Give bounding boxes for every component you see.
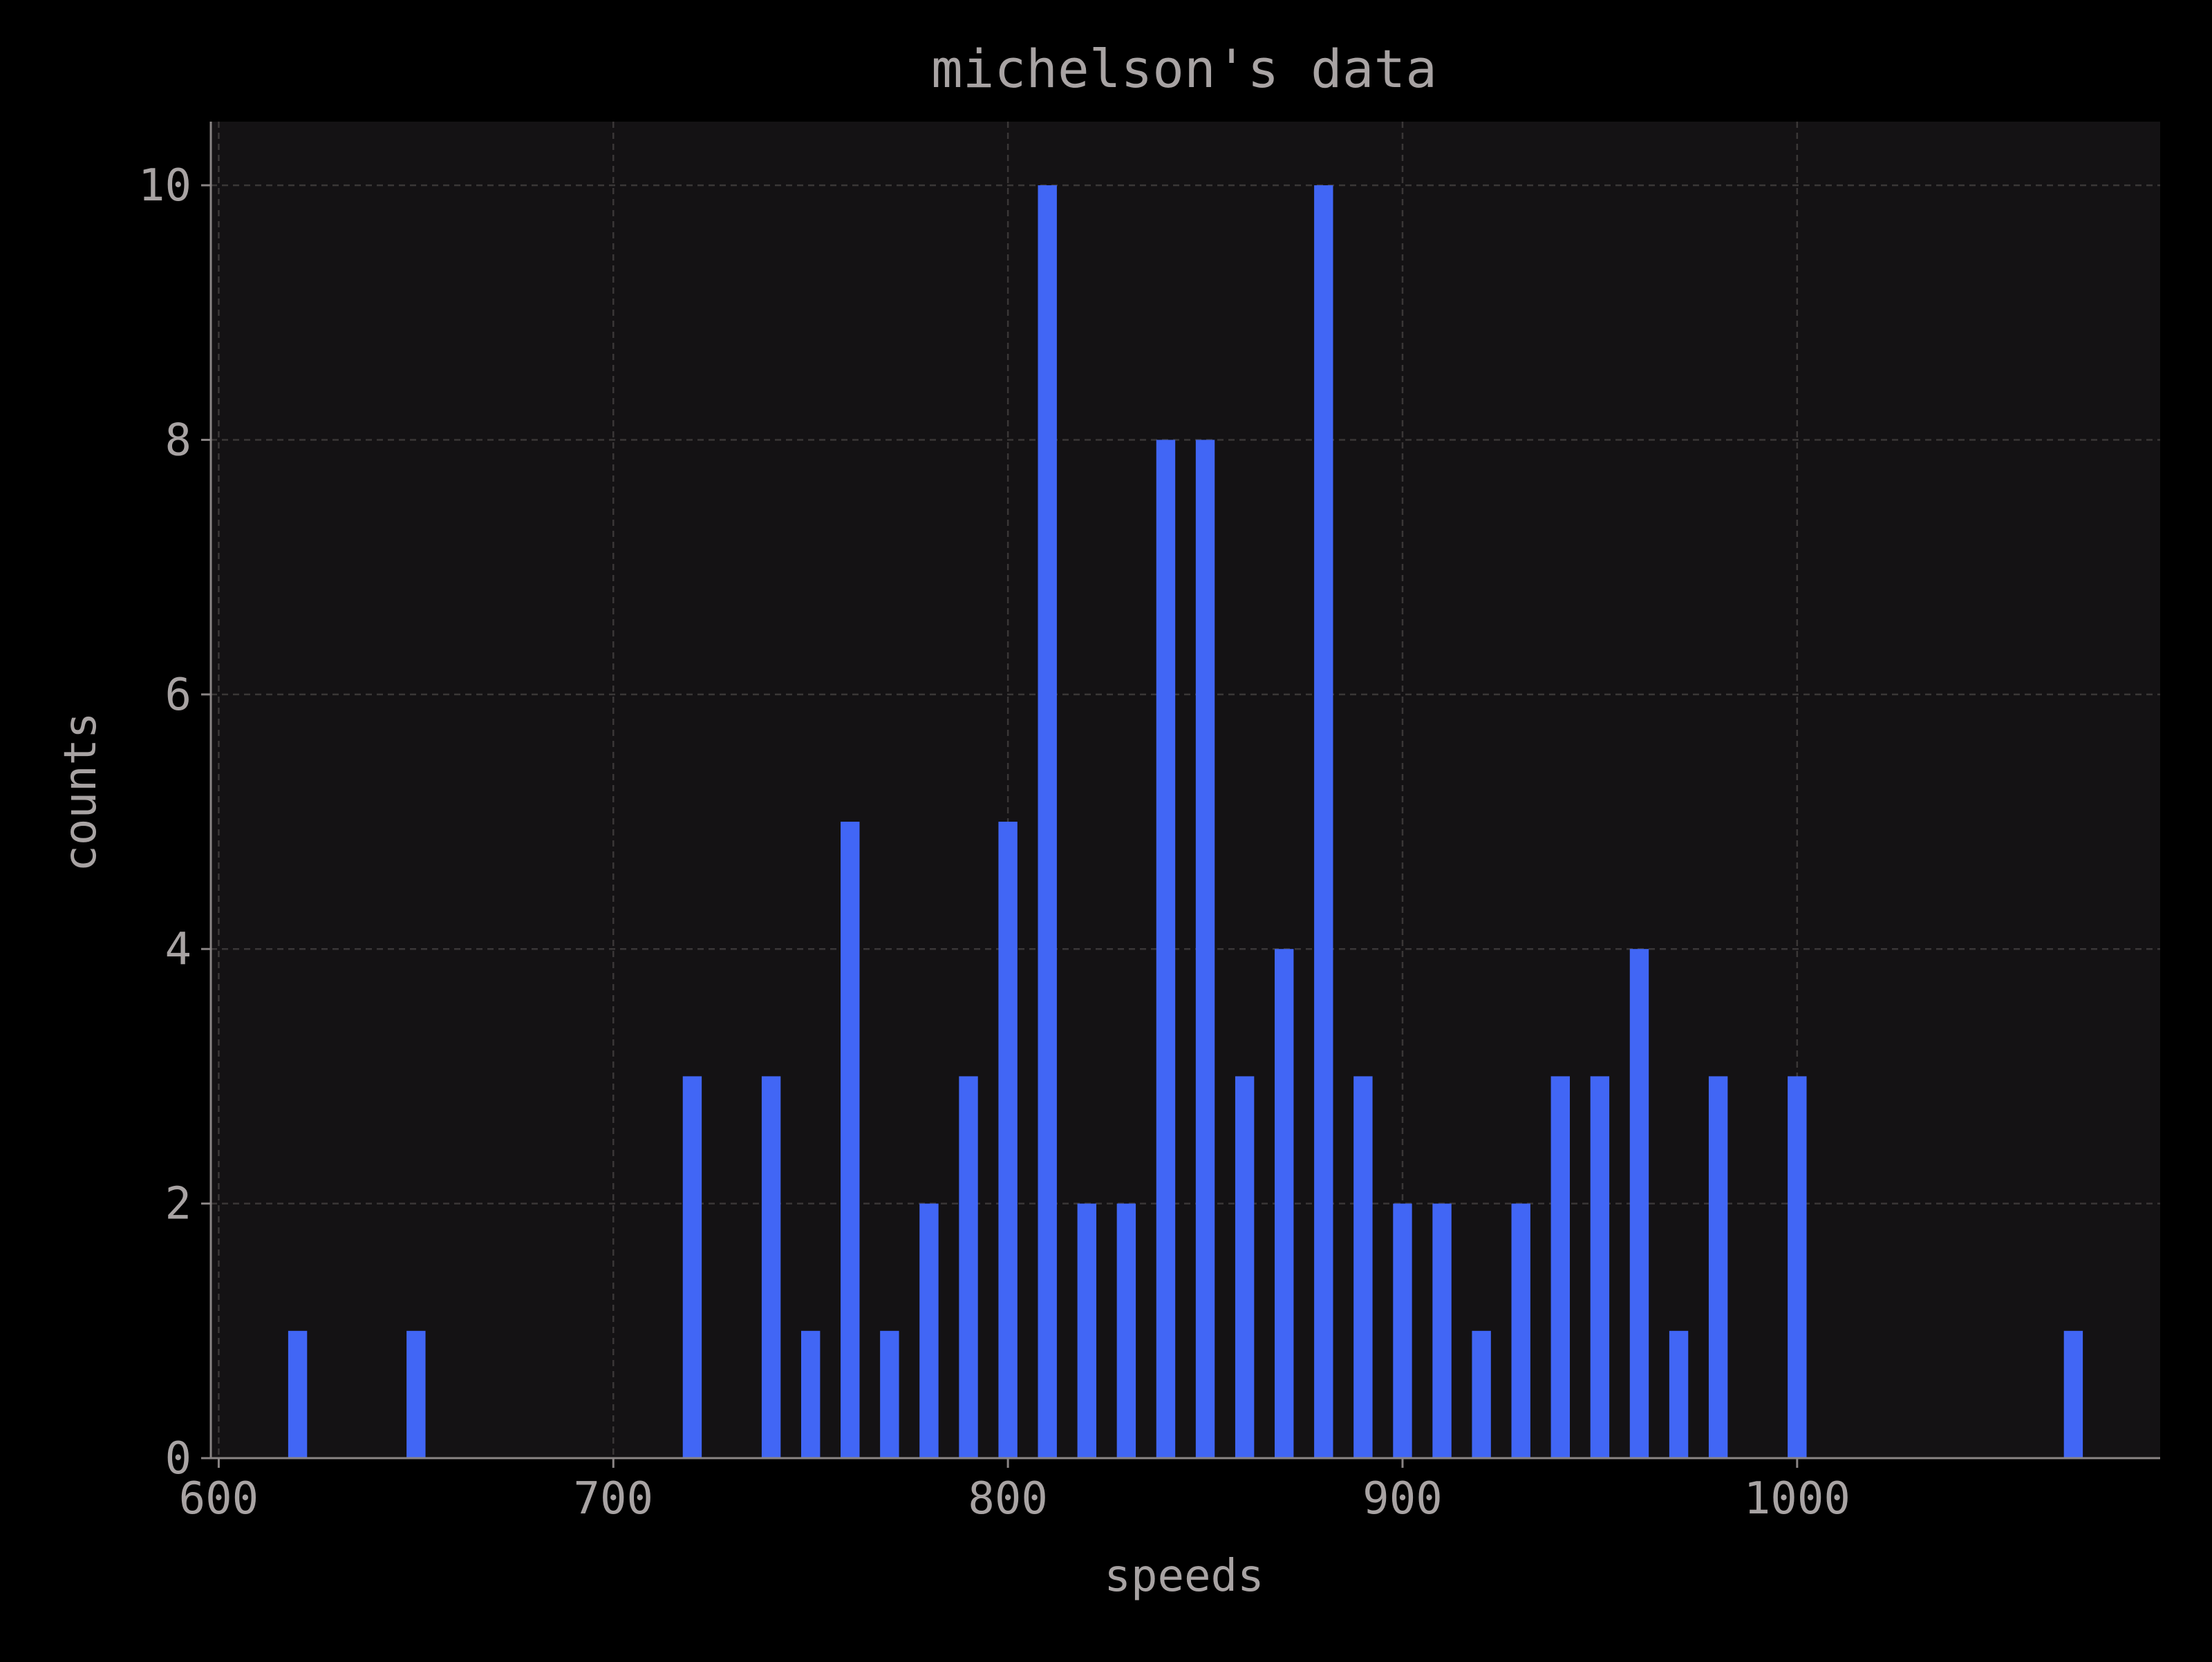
bar	[841, 822, 860, 1458]
bar	[1393, 1203, 1412, 1458]
y-tick-label: 0	[165, 1433, 191, 1484]
x-axis-label: speeds	[1104, 1551, 1264, 1602]
bar	[1708, 1076, 1728, 1458]
x-tick-label: 1000	[1744, 1473, 1850, 1524]
bar	[288, 1330, 308, 1458]
x-tick-label: 900	[1362, 1473, 1443, 1524]
bar	[1235, 1076, 1255, 1458]
bar	[800, 1330, 821, 1458]
y-tick-label: 10	[138, 160, 191, 211]
y-tick-label: 2	[165, 1179, 191, 1230]
bar	[2063, 1330, 2083, 1458]
plot-area-background	[211, 122, 2160, 1458]
bar	[1077, 1203, 1096, 1458]
bar	[406, 1330, 426, 1458]
tick-labels: 600 700 800 900 1000 0 2 4 6 8 10	[138, 160, 1850, 1524]
bar	[1353, 1076, 1373, 1458]
bar	[1511, 1203, 1530, 1458]
y-tick-label: 8	[165, 415, 191, 466]
bar	[682, 1076, 702, 1458]
x-tick-label: 600	[179, 1473, 259, 1524]
bar	[1788, 1076, 1807, 1458]
x-tick-label: 700	[573, 1473, 653, 1524]
bar	[1590, 1076, 1610, 1458]
bar	[919, 1203, 939, 1458]
bar	[1669, 1330, 1689, 1458]
bar	[1550, 1076, 1571, 1458]
bar	[761, 1076, 781, 1458]
y-tick-label: 6	[165, 670, 191, 721]
bar	[998, 822, 1018, 1458]
bar	[1275, 949, 1294, 1458]
bar	[1156, 440, 1176, 1458]
grid-lines	[211, 122, 2160, 1458]
bar	[1038, 185, 1057, 1459]
y-axis-label: counts	[55, 712, 106, 871]
bar	[1116, 1203, 1136, 1458]
chart-title: michelson's data	[931, 38, 1437, 100]
bar	[1432, 1203, 1452, 1458]
bars	[288, 185, 2083, 1459]
bar	[959, 1076, 978, 1458]
bar	[880, 1330, 899, 1458]
bar	[1472, 1330, 1491, 1458]
bar	[1314, 185, 1333, 1459]
axes	[201, 122, 2160, 1468]
bar	[1195, 440, 1215, 1458]
y-tick-label: 4	[165, 924, 191, 975]
bar	[1629, 949, 1649, 1458]
x-tick-label: 800	[968, 1473, 1048, 1524]
